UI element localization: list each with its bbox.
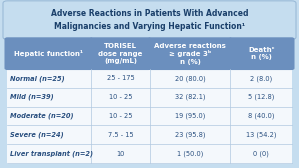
- FancyBboxPatch shape: [4, 37, 93, 70]
- Text: 5 (12.8): 5 (12.8): [248, 94, 274, 100]
- FancyBboxPatch shape: [228, 37, 295, 70]
- Text: Hepatic function¹: Hepatic function¹: [14, 50, 83, 57]
- Text: 10 - 25: 10 - 25: [109, 113, 132, 119]
- Text: 32 (82.1): 32 (82.1): [175, 94, 205, 100]
- Text: 13 (54.2): 13 (54.2): [246, 132, 276, 138]
- FancyBboxPatch shape: [7, 69, 292, 164]
- FancyBboxPatch shape: [89, 37, 151, 70]
- Text: 20 (80.0): 20 (80.0): [175, 75, 205, 82]
- Text: Normal (n=25): Normal (n=25): [10, 75, 65, 82]
- Text: Moderate (n=20): Moderate (n=20): [10, 113, 74, 119]
- Text: TORISEL
dose range
(mg/mL): TORISEL dose range (mg/mL): [98, 43, 143, 64]
- Text: Severe (n=24): Severe (n=24): [10, 132, 64, 138]
- Text: 8 (40.0): 8 (40.0): [248, 113, 274, 119]
- Text: 7.5 - 15: 7.5 - 15: [108, 132, 133, 138]
- Text: 23 (95.8): 23 (95.8): [175, 132, 205, 138]
- FancyBboxPatch shape: [148, 37, 232, 70]
- Text: Adverse Reactions in Patients With Advanced
Malignancies and Varying Hepatic Fun: Adverse Reactions in Patients With Advan…: [51, 9, 248, 31]
- Text: Mild (n=39): Mild (n=39): [10, 94, 54, 100]
- FancyBboxPatch shape: [3, 1, 296, 39]
- Text: 19 (95.0): 19 (95.0): [175, 113, 205, 119]
- Text: 0 (0): 0 (0): [253, 150, 269, 157]
- Text: Liver transplant (n=2): Liver transplant (n=2): [10, 150, 94, 157]
- Text: Deathᶜ
n (%): Deathᶜ n (%): [248, 47, 275, 60]
- Text: Adverse reactions
≥ grade 3ᵇ
n (%): Adverse reactions ≥ grade 3ᵇ n (%): [154, 43, 226, 65]
- Text: 2 (8.0): 2 (8.0): [250, 75, 272, 82]
- Text: 25 - 175: 25 - 175: [106, 75, 134, 81]
- Text: 10 - 25: 10 - 25: [109, 94, 132, 100]
- Text: 1 (50.0): 1 (50.0): [177, 150, 203, 157]
- Text: 10: 10: [116, 151, 125, 157]
